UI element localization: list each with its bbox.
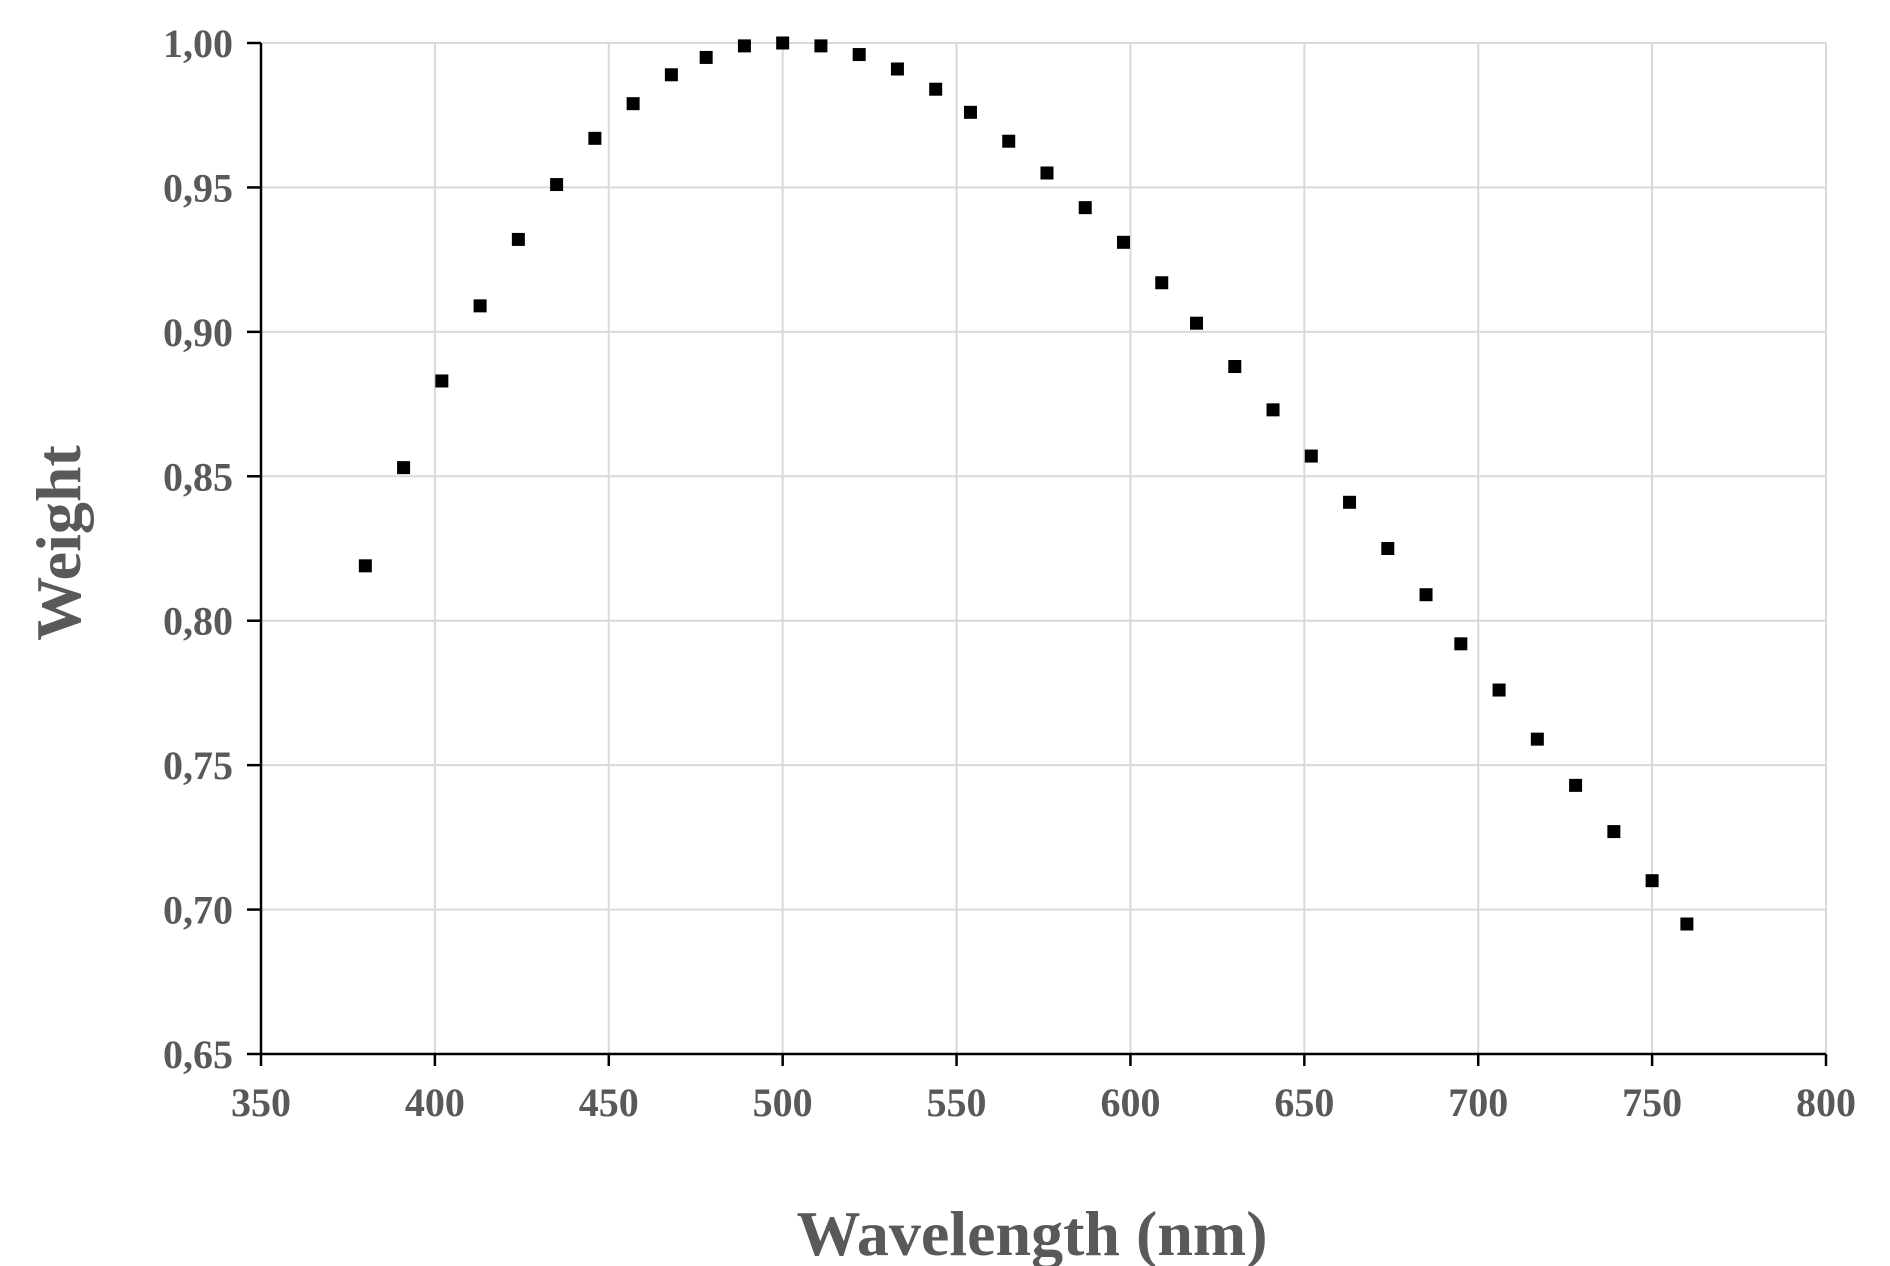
axes <box>247 41 1828 1066</box>
data-point <box>1078 201 1092 215</box>
data-point <box>1530 732 1544 746</box>
data-point <box>1569 778 1583 792</box>
data-points <box>358 36 1694 931</box>
y-tick-label: 0,65 <box>163 1032 233 1077</box>
data-point <box>852 48 866 62</box>
x-tick-label: 700 <box>1448 1080 1508 1125</box>
data-point <box>1680 917 1694 931</box>
data-point <box>1116 235 1130 249</box>
data-point <box>776 36 790 50</box>
x-tick-label: 350 <box>231 1080 291 1125</box>
data-point <box>929 82 943 96</box>
y-tick-label: 0,80 <box>163 599 233 644</box>
tick-labels: 0,65 0,70 0,75 0,80 0,85 0,90 0,95 1,00 350 400 45… <box>163 21 1856 1125</box>
x-tick-label: 750 <box>1622 1080 1682 1125</box>
data-point <box>1419 588 1433 602</box>
x-tick-label: 600 <box>1100 1080 1160 1125</box>
data-point <box>1607 825 1621 839</box>
data-point <box>1228 360 1242 374</box>
data-point <box>358 559 372 573</box>
data-point <box>435 374 449 388</box>
y-tick-label: 0,70 <box>163 888 233 933</box>
y-tick-label: 0,90 <box>163 310 233 355</box>
data-point <box>1304 449 1318 463</box>
grid <box>261 42 1827 1054</box>
data-point <box>664 68 678 82</box>
data-point <box>737 39 751 53</box>
data-point <box>1190 316 1204 330</box>
y-tick-label: 0,95 <box>163 165 233 210</box>
y-tick-label: 0,75 <box>163 743 233 788</box>
data-point <box>626 97 640 111</box>
y-axis-title: Weight <box>23 445 94 641</box>
data-point <box>814 39 828 53</box>
data-point <box>1155 276 1169 290</box>
data-point <box>473 299 487 313</box>
y-tick-label: 1,00 <box>163 21 233 66</box>
x-tick-label: 450 <box>579 1080 639 1125</box>
data-point <box>963 105 977 119</box>
data-point <box>588 131 602 145</box>
data-point <box>397 461 411 475</box>
data-point <box>1343 495 1357 509</box>
data-point <box>511 232 525 246</box>
x-tick-label: 500 <box>753 1080 813 1125</box>
x-tick-label: 650 <box>1274 1080 1334 1125</box>
x-tick-label: 400 <box>405 1080 465 1125</box>
y-tick-label: 0,85 <box>163 454 233 499</box>
data-point <box>1492 683 1506 697</box>
x-tick-label: 800 <box>1796 1080 1856 1125</box>
data-point <box>890 62 904 76</box>
data-point <box>550 178 564 192</box>
data-point <box>1454 637 1468 651</box>
data-point <box>1266 403 1280 417</box>
data-point <box>1040 166 1054 180</box>
data-point <box>1002 134 1016 148</box>
x-tick-label: 550 <box>927 1080 987 1125</box>
data-point <box>1381 542 1395 555</box>
data-point <box>699 50 713 64</box>
x-axis-title: Wavelength (nm) <box>796 1198 1267 1266</box>
data-point <box>1645 874 1659 888</box>
